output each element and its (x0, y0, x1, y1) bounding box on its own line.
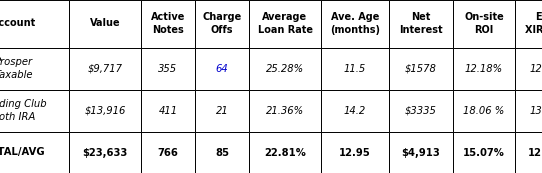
Bar (195, 131, 249, 173)
Text: $13,916: $13,916 (85, 106, 126, 116)
Bar (141, 48, 195, 89)
Bar (515, 48, 542, 89)
Text: 14.2: 14.2 (344, 106, 366, 116)
Bar (389, 89, 453, 131)
Text: Prosper
Taxable: Prosper Taxable (0, 57, 33, 80)
Bar (195, 0, 249, 48)
Text: TOTAL/AVG: TOTAL/AVG (0, 148, 46, 157)
Bar (321, 48, 389, 89)
Bar (195, 48, 249, 89)
Bar (249, 48, 321, 89)
Text: Ave. Age
(months): Ave. Age (months) (330, 12, 380, 35)
Bar (69, 131, 141, 173)
Bar (389, 48, 453, 89)
Text: 13.10%: 13.10% (530, 106, 542, 116)
Text: 85: 85 (215, 148, 229, 157)
Text: Charge
Offs: Charge Offs (202, 12, 242, 35)
Text: 18.06 %: 18.06 % (463, 106, 505, 116)
Bar (515, 131, 542, 173)
Text: 11.5: 11.5 (344, 63, 366, 74)
Text: $4,913: $4,913 (402, 148, 440, 157)
Text: 12.86%: 12.86% (528, 148, 542, 157)
Bar (69, 0, 141, 48)
Bar (69, 89, 141, 131)
Bar (515, 89, 542, 131)
Bar (321, 0, 389, 48)
Text: $23,633: $23,633 (82, 148, 127, 157)
Bar (195, 89, 249, 131)
Text: Net
Interest: Net Interest (399, 12, 443, 35)
Bar (141, 89, 195, 131)
Text: $3335: $3335 (405, 106, 437, 116)
Bar (321, 89, 389, 131)
Text: 21: 21 (216, 106, 228, 116)
Text: 12.52%: 12.52% (530, 63, 542, 74)
Text: 766: 766 (158, 148, 178, 157)
Bar (141, 131, 195, 173)
Text: Lending Club
Roth IRA: Lending Club Roth IRA (0, 99, 47, 122)
Text: 25.28%: 25.28% (266, 63, 304, 74)
Bar (0, 48, 69, 89)
Bar (249, 89, 321, 131)
Bar (0, 89, 69, 131)
Bar (141, 0, 195, 48)
Bar (515, 0, 542, 48)
Bar (0, 0, 69, 48)
Bar (389, 131, 453, 173)
Text: $1578: $1578 (405, 63, 437, 74)
Bar (69, 48, 141, 89)
Text: On-site
ROI: On-site ROI (464, 12, 504, 35)
Text: Active
Notes: Active Notes (151, 12, 185, 35)
Text: $9,717: $9,717 (87, 63, 122, 74)
Text: 12.95: 12.95 (339, 148, 371, 157)
Bar (453, 89, 515, 131)
Text: 64: 64 (216, 63, 228, 74)
Bar (453, 131, 515, 173)
Bar (0, 131, 69, 173)
Bar (453, 48, 515, 89)
Bar (321, 131, 389, 173)
Text: Excel
XIRR ROI: Excel XIRR ROI (525, 12, 542, 35)
Text: 411: 411 (158, 106, 178, 116)
Bar (453, 0, 515, 48)
Bar (389, 0, 453, 48)
Text: Account: Account (0, 19, 36, 29)
Text: 12.18%: 12.18% (465, 63, 503, 74)
Text: Value: Value (89, 19, 120, 29)
Text: 355: 355 (158, 63, 178, 74)
Text: 21.36%: 21.36% (266, 106, 304, 116)
Text: Average
Loan Rate: Average Loan Rate (257, 12, 313, 35)
Bar (249, 131, 321, 173)
Text: 15.07%: 15.07% (463, 148, 505, 157)
Text: 22.81%: 22.81% (264, 148, 306, 157)
Bar (249, 0, 321, 48)
